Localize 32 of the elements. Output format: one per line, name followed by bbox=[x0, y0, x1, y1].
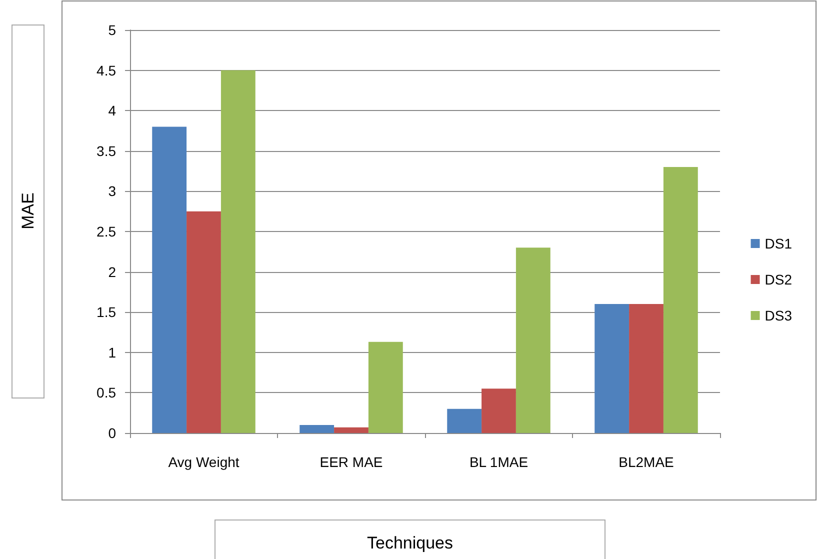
bar bbox=[220, 70, 256, 433]
y-tick-label: 2 bbox=[108, 264, 116, 280]
y-tick-label: 3 bbox=[108, 183, 116, 200]
bar bbox=[186, 211, 221, 433]
y-tick-label: 1 bbox=[108, 344, 116, 360]
y-tick-label: 3.5 bbox=[96, 142, 116, 159]
bar bbox=[516, 248, 550, 433]
legend-label: DS1 bbox=[764, 236, 792, 252]
bar bbox=[629, 304, 664, 433]
x-tick-label: BL2MAE bbox=[618, 454, 674, 470]
y-axis-title: MAE bbox=[18, 192, 38, 230]
x-tick-label: BL 1MAE bbox=[469, 454, 528, 470]
y-tick-label: 2.5 bbox=[96, 224, 116, 240]
y-tick-label: 5 bbox=[108, 22, 116, 38]
legend-label: DS2 bbox=[764, 272, 792, 288]
bar bbox=[300, 424, 334, 433]
bar bbox=[447, 408, 482, 433]
y-tick-label: 0 bbox=[108, 425, 116, 441]
x-axis-title: Techniques bbox=[366, 534, 454, 552]
y-tick-label: 4.5 bbox=[96, 62, 116, 78]
x-tick-label: Avg Weight bbox=[168, 454, 240, 470]
bar bbox=[152, 126, 187, 433]
bar bbox=[594, 304, 630, 433]
bar bbox=[368, 342, 403, 433]
x-tick-label: EER MAE bbox=[320, 454, 383, 470]
bar bbox=[334, 427, 368, 433]
y-tick-label: 4 bbox=[108, 102, 116, 119]
legend-label: DS3 bbox=[764, 308, 792, 324]
y-tick-label: 1.5 bbox=[96, 304, 116, 320]
y-tick-label: 0.5 bbox=[96, 384, 116, 401]
bar bbox=[663, 167, 698, 433]
bar bbox=[482, 388, 516, 433]
